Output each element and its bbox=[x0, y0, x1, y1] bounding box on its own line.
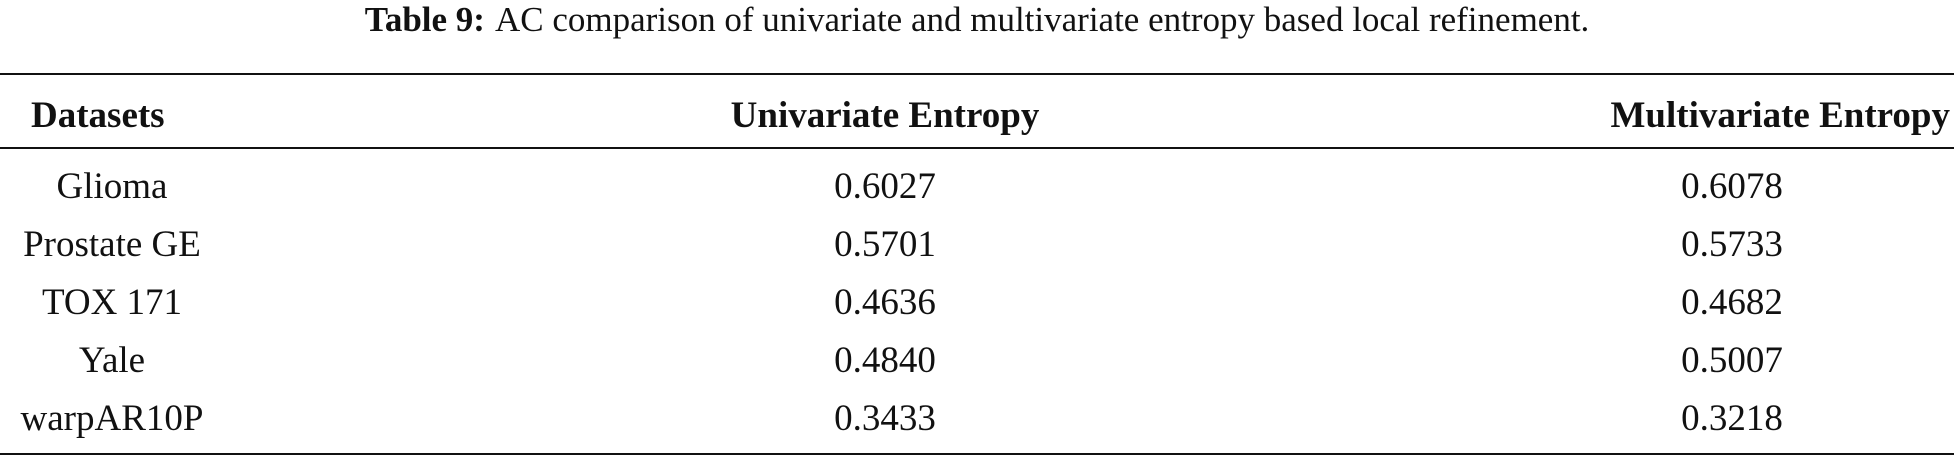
caption-label: Table 9: bbox=[364, 0, 485, 39]
table-cell: 0.3433 bbox=[834, 398, 936, 439]
table-cell: 0.6027 bbox=[834, 166, 936, 207]
table-cell: 0.6078 bbox=[1681, 166, 1783, 207]
table-cell: Yale bbox=[78, 340, 146, 381]
table-cell: warpAR10P bbox=[20, 398, 204, 439]
header-cell: Multivariate Entropy bbox=[1610, 95, 1951, 136]
table-cell: 0.5701 bbox=[834, 224, 936, 265]
table-caption: Table 9: AC comparison of univariate and … bbox=[0, 2, 1954, 37]
header-cell: Datasets bbox=[31, 95, 165, 136]
table-cell: 0.5733 bbox=[1681, 224, 1783, 265]
caption-text: AC comparison of univariate and multivar… bbox=[494, 0, 1590, 39]
header-cell: Univariate Entropy bbox=[730, 95, 1040, 136]
table-cell: Prostate GE bbox=[23, 224, 201, 265]
table-cell: 0.4682 bbox=[1681, 282, 1783, 323]
table-cell: TOX 171 bbox=[41, 282, 183, 323]
table-cell: Glioma bbox=[56, 166, 168, 207]
bottom-rule bbox=[0, 453, 1954, 455]
top-rule bbox=[0, 73, 1954, 75]
table-cell: 0.5007 bbox=[1681, 340, 1783, 381]
table-cell: 0.4840 bbox=[834, 340, 936, 381]
table-cell: 0.4636 bbox=[834, 282, 936, 323]
table-cell: 0.3218 bbox=[1681, 398, 1783, 439]
mid-rule bbox=[0, 147, 1954, 149]
